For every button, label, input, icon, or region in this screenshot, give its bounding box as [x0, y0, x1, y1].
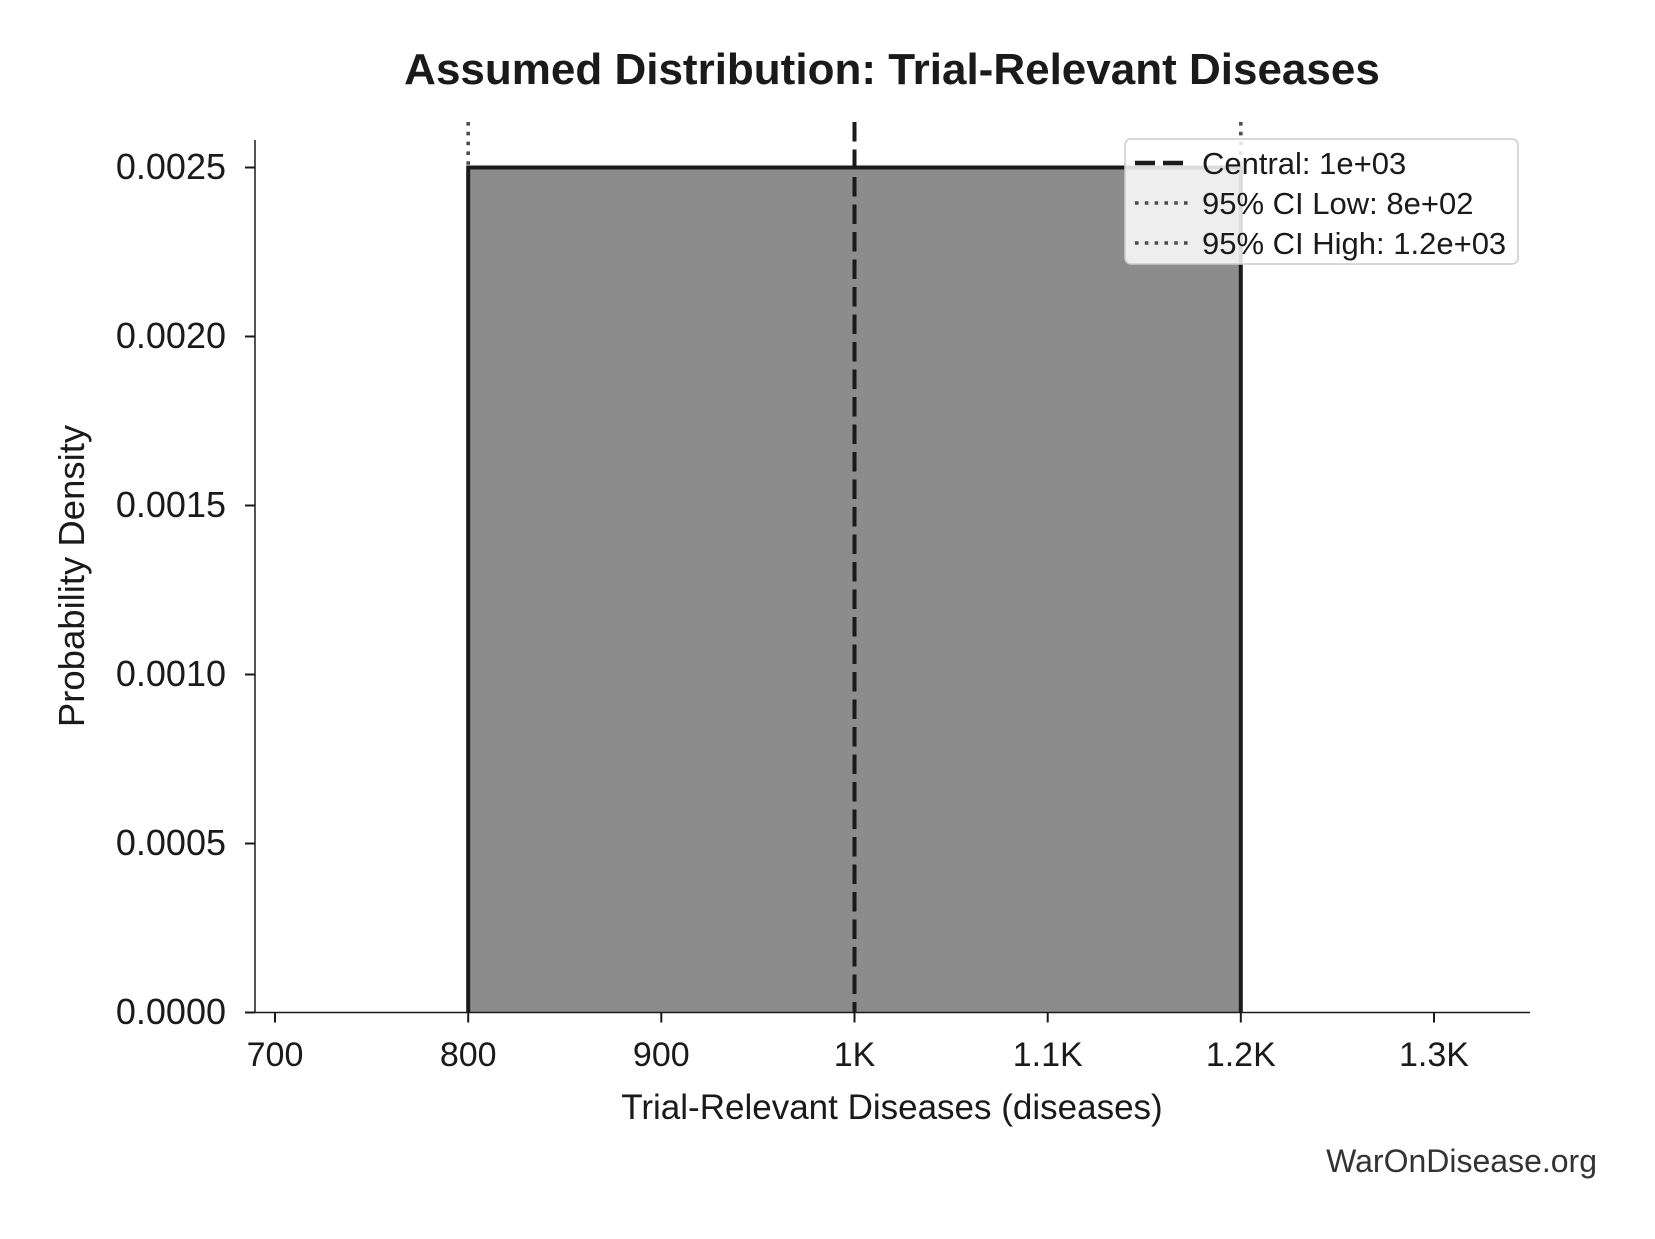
svg-text:0.0020: 0.0020 — [116, 315, 226, 356]
svg-text:0.0005: 0.0005 — [116, 822, 226, 863]
svg-text:Probability Density: Probability Density — [51, 424, 92, 727]
svg-text:1.3K: 1.3K — [1399, 1036, 1469, 1074]
svg-text:95% CI High: 1.2e+03: 95% CI High: 1.2e+03 — [1202, 226, 1506, 261]
svg-text:Assumed Distribution: Trial-Re: Assumed Distribution: Trial-Relevant Dis… — [404, 45, 1380, 94]
svg-text:800: 800 — [440, 1036, 497, 1074]
svg-text:1K: 1K — [834, 1036, 876, 1074]
svg-text:Trial-Relevant Diseases (disea: Trial-Relevant Diseases (diseases) — [621, 1088, 1162, 1127]
svg-text:1.2K: 1.2K — [1206, 1036, 1276, 1074]
svg-text:1.1K: 1.1K — [1013, 1036, 1083, 1074]
svg-text:Central: 1e+03: Central: 1e+03 — [1202, 146, 1406, 181]
svg-text:700: 700 — [247, 1036, 304, 1074]
svg-text:0.0000: 0.0000 — [116, 991, 226, 1032]
svg-text:WarOnDisease.org: WarOnDisease.org — [1326, 1143, 1597, 1179]
svg-text:95% CI Low: 8e+02: 95% CI Low: 8e+02 — [1202, 186, 1473, 221]
svg-text:0.0025: 0.0025 — [116, 146, 226, 187]
svg-text:900: 900 — [633, 1036, 690, 1074]
svg-text:0.0015: 0.0015 — [116, 484, 226, 525]
svg-text:0.0010: 0.0010 — [116, 653, 226, 694]
